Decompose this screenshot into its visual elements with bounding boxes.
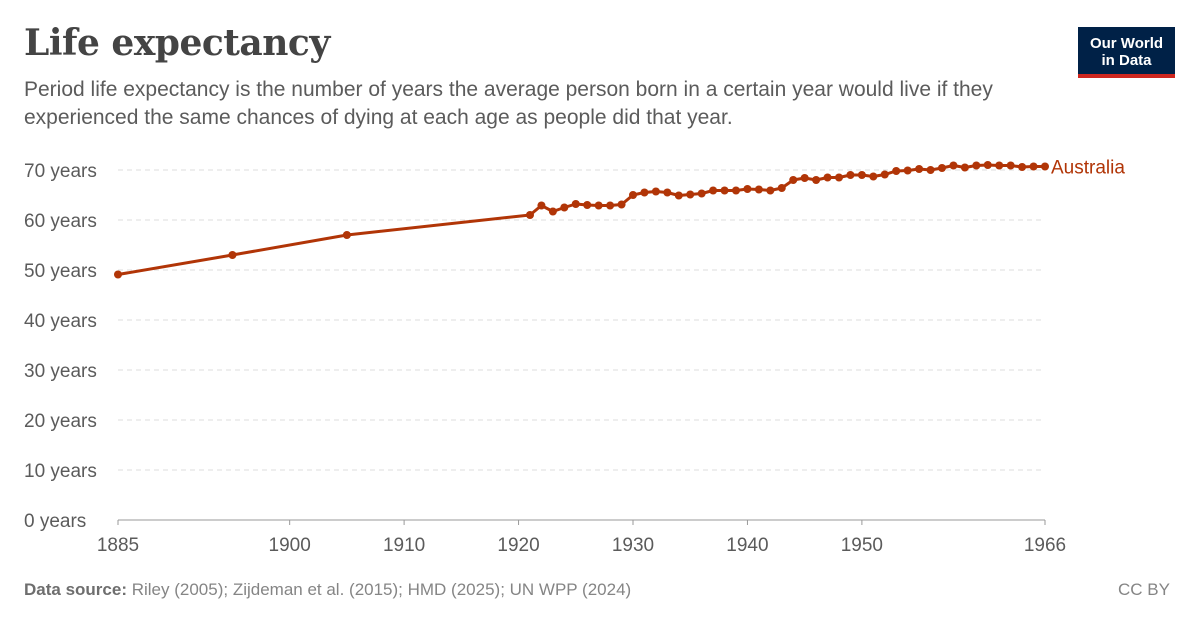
data-point[interactable]: [114, 270, 122, 279]
source-label: Data source:: [24, 580, 127, 599]
data-point[interactable]: [869, 172, 878, 181]
data-point[interactable]: [686, 190, 695, 199]
data-point[interactable]: [823, 173, 832, 182]
chart-subtitle: Period life expectancy is the number of …: [24, 78, 993, 129]
data-point[interactable]: [526, 211, 534, 219]
data-point[interactable]: [800, 174, 809, 182]
data-point[interactable]: [880, 170, 889, 179]
y-tick-label: 60 years: [24, 211, 97, 232]
data-point[interactable]: [777, 184, 786, 192]
y-tick-label: 0 years: [24, 511, 86, 532]
data-point[interactable]: [1029, 162, 1038, 171]
data-point[interactable]: [846, 171, 855, 179]
logo-line-1: Our World: [1089, 35, 1164, 52]
data-point[interactable]: [835, 173, 843, 182]
series-label[interactable]: Australia: [1051, 158, 1125, 179]
license-link[interactable]: CC BY: [1118, 580, 1170, 599]
x-tick-label: 1966: [1024, 535, 1066, 556]
data-point[interactable]: [938, 164, 946, 172]
data-point[interactable]: [709, 186, 718, 195]
data-point[interactable]: [651, 187, 660, 196]
data-point[interactable]: [674, 191, 683, 200]
data-source: Data source: Riley (2005); Zijdeman et a…: [24, 580, 631, 600]
data-point[interactable]: [1041, 162, 1049, 171]
data-point[interactable]: [812, 176, 821, 184]
data-point[interactable]: [743, 185, 752, 193]
data-point[interactable]: [972, 161, 981, 170]
data-point[interactable]: [617, 200, 626, 209]
data-point[interactable]: [732, 186, 740, 195]
data-point[interactable]: [949, 161, 958, 170]
x-tick-label: 1900: [269, 535, 311, 556]
data-point[interactable]: [926, 166, 935, 174]
data-point[interactable]: [629, 191, 637, 199]
data-point[interactable]: [1018, 163, 1027, 171]
y-tick-label: 30 years: [24, 361, 97, 382]
y-axis-ticks: 0 years 10 years 20 years 30 years 40 years 5…: [24, 161, 97, 532]
data-point[interactable]: [720, 186, 729, 195]
logo-line-2: in Data: [1101, 52, 1152, 69]
x-tick-label: 1885: [97, 535, 139, 556]
data-point[interactable]: [983, 161, 992, 169]
data-point[interactable]: [583, 201, 592, 209]
data-point[interactable]: [663, 188, 672, 197]
data-point[interactable]: [754, 185, 763, 194]
x-tick-label: 1930: [612, 535, 654, 556]
data-point[interactable]: [560, 203, 569, 212]
data-point[interactable]: [857, 171, 866, 179]
data-point[interactable]: [606, 201, 615, 210]
data-point[interactable]: [1006, 161, 1015, 170]
data-point[interactable]: [915, 165, 924, 173]
y-tick-label: 20 years: [24, 411, 97, 432]
data-point[interactable]: [903, 166, 912, 175]
data-point[interactable]: [342, 231, 351, 239]
x-axis: 1885 1900 1910 1920 1930 1940 1950 1966: [97, 519, 1066, 556]
gridlines: [118, 169, 1045, 471]
x-tick-label: 1910: [383, 535, 425, 556]
y-tick-label: 70 years: [24, 161, 97, 182]
data-point[interactable]: [548, 207, 557, 216]
data-point[interactable]: [789, 176, 798, 184]
x-tick-label: 1940: [726, 535, 768, 556]
owid-logo[interactable]: Our World in Data: [1078, 27, 1175, 78]
series-group: Australia: [114, 158, 1125, 279]
data-point[interactable]: [960, 163, 969, 172]
data-point[interactable]: [228, 251, 237, 259]
data-point[interactable]: [892, 167, 901, 175]
data-point[interactable]: [537, 201, 546, 210]
data-point[interactable]: [594, 201, 603, 210]
source-text: Riley (2005); Zijdeman et al. (2015); HM…: [131, 580, 632, 599]
data-point[interactable]: [640, 188, 649, 197]
data-point[interactable]: [697, 189, 706, 198]
data-point[interactable]: [766, 186, 775, 195]
data-point[interactable]: [995, 161, 1004, 170]
chart-title: Life expectancy: [24, 22, 330, 64]
x-tick-label: 1920: [497, 535, 539, 556]
y-tick-label: 50 years: [24, 261, 97, 282]
x-tick-label: 1950: [841, 535, 883, 556]
data-point[interactable]: [571, 200, 580, 208]
y-tick-label: 40 years: [24, 311, 97, 332]
y-tick-label: 10 years: [24, 461, 97, 482]
